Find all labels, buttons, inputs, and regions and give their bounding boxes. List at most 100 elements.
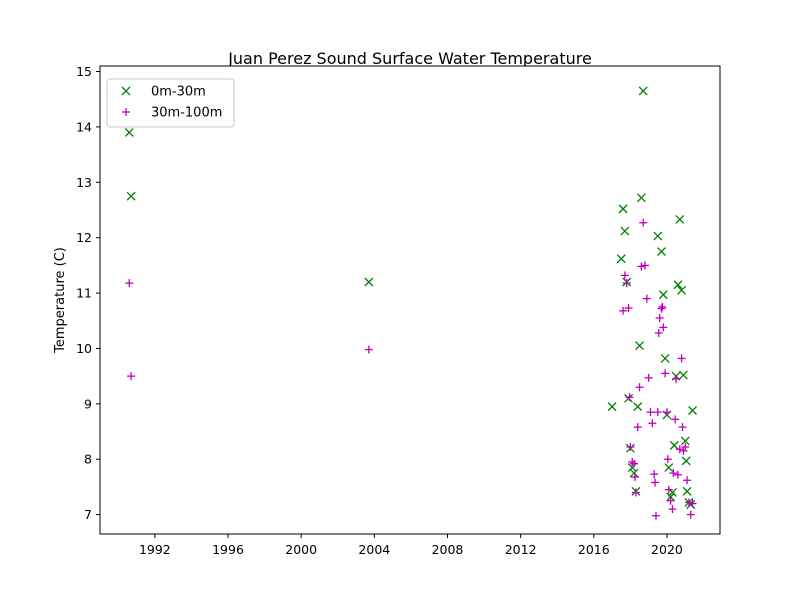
y-tick-label: 8: [84, 452, 92, 467]
y-tick-label: 14: [76, 119, 92, 134]
data-point: [619, 306, 628, 315]
legend-label: 0m-30m: [151, 85, 206, 100]
data-point: [628, 458, 637, 466]
legend-marker: [121, 86, 131, 96]
data-point: [364, 345, 373, 354]
data-point: [651, 478, 660, 487]
y-tick-label: 11: [76, 286, 92, 301]
data-point: [664, 485, 673, 494]
plot-area: [100, 66, 720, 534]
data-point: [677, 285, 687, 295]
data-point: [666, 496, 675, 505]
data-point: [681, 443, 690, 452]
plot-frame: [99, 65, 721, 535]
data-point: [673, 470, 682, 479]
x-tick-label: 2008: [432, 542, 464, 557]
x-tick-label: 2016: [578, 542, 610, 557]
data-point: [630, 472, 639, 481]
data-point: [661, 369, 670, 378]
data-point: [671, 415, 680, 424]
x-tick-label: 2000: [285, 542, 317, 557]
y-tick-label: 15: [76, 64, 92, 79]
x-tick-label: 2012: [505, 542, 537, 557]
data-point: [672, 374, 681, 383]
data-point: [633, 423, 642, 432]
x-tick-label: 1996: [212, 542, 244, 557]
data-point: [651, 511, 660, 520]
data-point: [124, 128, 134, 137]
data-marks: [124, 86, 698, 520]
data-point: [663, 455, 672, 464]
data-point: [364, 277, 374, 287]
y-tick-label: 9: [84, 396, 92, 411]
data-point: [631, 488, 640, 497]
data-point: [664, 463, 674, 472]
chart-title: Juan Perez Sound Surface Water Temperatu…: [227, 49, 592, 68]
data-point: [627, 463, 637, 472]
data-point: [684, 498, 693, 507]
data-point: [642, 294, 651, 303]
data-point: [607, 402, 617, 412]
data-point: [668, 505, 677, 514]
data-point: [630, 459, 639, 468]
data-point: [620, 226, 630, 236]
data-point: [625, 393, 634, 402]
x-tick-label: 1992: [139, 542, 171, 557]
data-point: [616, 254, 626, 264]
data-point: [622, 279, 631, 288]
data-point: [677, 354, 686, 363]
y-axis-label: Temperature (C): [53, 247, 68, 354]
legend-marker: [122, 108, 130, 116]
data-point: [633, 402, 643, 412]
data-point: [657, 304, 666, 313]
data-point: [629, 468, 639, 478]
y-axis-ticks: 7 8 9 10 11 12 13 14 15: [76, 64, 100, 522]
data-point: [657, 247, 666, 256]
data-point: [639, 218, 648, 227]
data-point: [658, 290, 668, 300]
data-point: [620, 271, 629, 280]
y-tick-label: 12: [76, 230, 92, 245]
legend-box: [106, 78, 235, 128]
data-point: [669, 440, 679, 450]
legend: 0m-30m 30m-100m: [106, 78, 235, 128]
data-point: [637, 262, 646, 271]
data-point: [680, 436, 690, 446]
data-point: [688, 406, 698, 415]
data-point: [635, 341, 644, 351]
data-point: [682, 486, 692, 496]
data-point: [127, 372, 136, 381]
data-point: [638, 86, 648, 96]
data-point: [686, 510, 695, 519]
data-point: [648, 419, 657, 428]
data-point: [678, 423, 687, 432]
data-point: [675, 214, 685, 224]
data-point: [688, 499, 697, 508]
data-point: [636, 193, 646, 203]
series-deep: [125, 218, 697, 520]
data-point: [653, 408, 662, 417]
data-point: [624, 304, 633, 313]
y-tick-label: 10: [76, 341, 92, 356]
data-point: [658, 302, 667, 311]
x-tick-label: 2020: [651, 542, 683, 557]
data-point: [681, 456, 691, 466]
data-point: [678, 370, 688, 380]
data-point: [653, 231, 663, 241]
data-point: [650, 470, 659, 479]
data-point: [679, 446, 688, 455]
data-point: [618, 204, 628, 214]
data-point: [635, 383, 644, 392]
data-point: [626, 443, 635, 452]
data-point: [662, 408, 671, 417]
series-shallow: [124, 86, 698, 510]
x-tick-label: 2004: [358, 542, 390, 557]
data-point: [654, 328, 663, 337]
data-point: [660, 353, 670, 363]
data-point: [641, 261, 650, 270]
data-point: [646, 408, 655, 417]
data-point: [624, 393, 634, 403]
x-axis-ticks: 1992 1996 2000 2004 2008 2012 2016 2020: [139, 534, 683, 557]
data-point: [673, 280, 683, 290]
